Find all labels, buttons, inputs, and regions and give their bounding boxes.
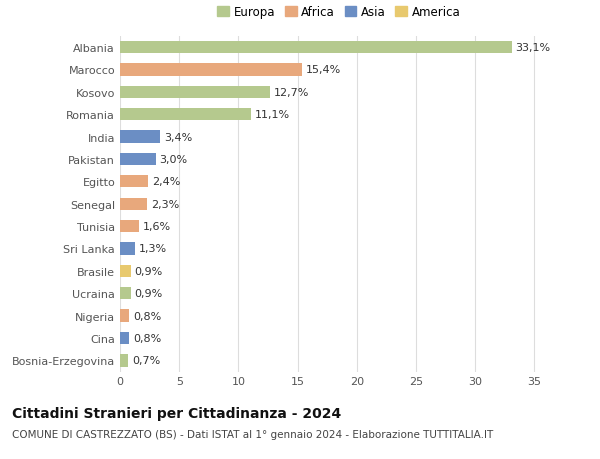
Bar: [120, 64, 302, 76]
Bar: [120, 243, 136, 255]
Text: 1,6%: 1,6%: [142, 222, 170, 232]
Text: 2,4%: 2,4%: [152, 177, 181, 187]
Bar: [120, 131, 160, 143]
Bar: [120, 310, 130, 322]
Text: COMUNE DI CASTREZZATO (BS) - Dati ISTAT al 1° gennaio 2024 - Elaborazione TUTTIT: COMUNE DI CASTREZZATO (BS) - Dati ISTAT …: [12, 429, 493, 439]
Bar: [120, 354, 128, 367]
Text: 0,9%: 0,9%: [134, 289, 163, 299]
Text: 3,0%: 3,0%: [159, 155, 187, 165]
Bar: [120, 287, 131, 300]
Bar: [120, 176, 148, 188]
Text: 15,4%: 15,4%: [306, 65, 341, 75]
Text: 0,8%: 0,8%: [133, 333, 161, 343]
Text: 2,3%: 2,3%: [151, 199, 179, 209]
Text: Cittadini Stranieri per Cittadinanza - 2024: Cittadini Stranieri per Cittadinanza - 2…: [12, 406, 341, 420]
Text: 11,1%: 11,1%: [255, 110, 290, 120]
Bar: [120, 332, 130, 344]
Text: 33,1%: 33,1%: [515, 43, 551, 53]
Text: 0,9%: 0,9%: [134, 266, 163, 276]
Text: 0,8%: 0,8%: [133, 311, 161, 321]
Text: 1,3%: 1,3%: [139, 244, 167, 254]
Bar: [120, 265, 131, 277]
Text: 3,4%: 3,4%: [164, 132, 192, 142]
Text: 12,7%: 12,7%: [274, 88, 309, 98]
Bar: [120, 220, 139, 233]
Bar: [120, 198, 147, 210]
Bar: [120, 109, 251, 121]
Bar: [120, 42, 512, 54]
Bar: [120, 153, 155, 166]
Bar: [120, 86, 271, 99]
Text: 0,7%: 0,7%: [132, 356, 160, 366]
Legend: Europa, Africa, Asia, America: Europa, Africa, Asia, America: [212, 2, 466, 24]
